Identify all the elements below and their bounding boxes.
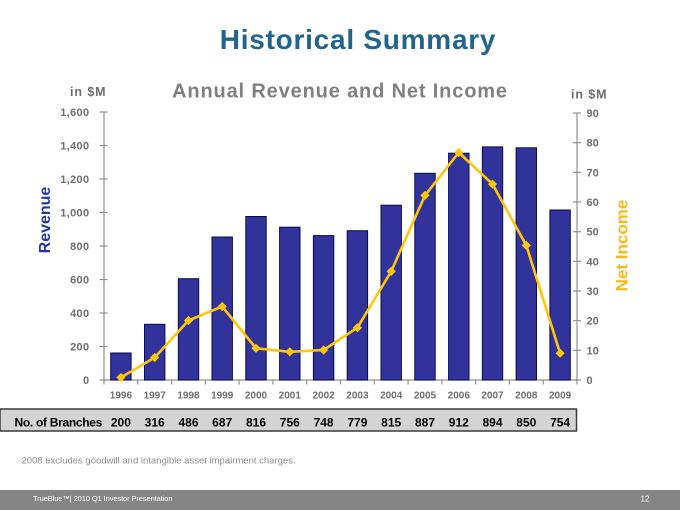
svg-text:912: 912 — [449, 416, 469, 430]
svg-text:0: 0 — [83, 375, 89, 387]
svg-text:1999: 1999 — [211, 391, 234, 402]
svg-text:Historical Summary: Historical Summary — [220, 24, 497, 55]
svg-text:30: 30 — [587, 286, 599, 298]
svg-text:Annual Revenue and Net Income: Annual Revenue and Net Income — [172, 81, 508, 103]
svg-text:1,600: 1,600 — [60, 107, 89, 119]
svg-text:2008: 2008 — [515, 391, 538, 402]
svg-text:779: 779 — [347, 416, 367, 430]
svg-text:748: 748 — [314, 416, 334, 430]
svg-text:756: 756 — [280, 416, 300, 430]
svg-text:2007: 2007 — [481, 391, 504, 402]
svg-text:687: 687 — [212, 416, 232, 430]
svg-text:10: 10 — [587, 345, 599, 357]
svg-text:Revenue: Revenue — [37, 187, 54, 254]
svg-text:2008 excludes goodwill and int: 2008 excludes goodwill and intangible as… — [22, 456, 296, 467]
svg-text:1,000: 1,000 — [60, 208, 89, 220]
svg-text:200: 200 — [111, 416, 131, 430]
svg-text:70: 70 — [587, 167, 599, 179]
svg-text:0: 0 — [587, 375, 593, 387]
svg-text:in $M: in $M — [70, 85, 106, 99]
svg-text:200: 200 — [70, 342, 89, 354]
svg-text:2003: 2003 — [346, 391, 369, 402]
svg-text:1998: 1998 — [177, 391, 200, 402]
svg-text:1,400: 1,400 — [60, 141, 89, 153]
svg-text:486: 486 — [178, 416, 198, 430]
svg-text:2005: 2005 — [414, 391, 437, 402]
svg-text:816: 816 — [246, 416, 266, 430]
svg-text:40: 40 — [587, 256, 599, 268]
svg-text:800: 800 — [70, 241, 89, 253]
svg-text:in $M: in $M — [571, 88, 607, 102]
svg-text:850: 850 — [516, 416, 536, 430]
svg-text:50: 50 — [587, 227, 599, 239]
svg-text:894: 894 — [482, 416, 502, 430]
svg-text:600: 600 — [70, 275, 89, 287]
svg-text:2000: 2000 — [245, 391, 268, 402]
svg-text:2009: 2009 — [549, 391, 572, 402]
svg-text:754: 754 — [550, 416, 570, 430]
svg-text:1,200: 1,200 — [60, 174, 89, 186]
svg-text:1997: 1997 — [144, 391, 167, 402]
svg-text:2004: 2004 — [380, 391, 403, 402]
svg-text:887: 887 — [415, 416, 435, 430]
svg-text:2001: 2001 — [279, 391, 302, 402]
svg-text:400: 400 — [70, 308, 89, 320]
svg-text:TrueBlue™| 2010 Q1 Investor Pr: TrueBlue™| 2010 Q1 Investor Presentation — [33, 494, 172, 503]
svg-text:Net Income: Net Income — [613, 200, 632, 292]
svg-text:No. of Branches: No. of Branches — [15, 416, 103, 430]
svg-text:1996: 1996 — [110, 391, 133, 402]
svg-text:815: 815 — [381, 416, 401, 430]
svg-text:80: 80 — [587, 138, 599, 150]
svg-text:12: 12 — [641, 495, 650, 504]
svg-text:60: 60 — [587, 197, 599, 209]
svg-text:2002: 2002 — [312, 391, 335, 402]
svg-text:316: 316 — [145, 416, 165, 430]
svg-text:2006: 2006 — [448, 391, 471, 402]
svg-text:90: 90 — [587, 108, 599, 120]
svg-text:20: 20 — [587, 316, 599, 328]
